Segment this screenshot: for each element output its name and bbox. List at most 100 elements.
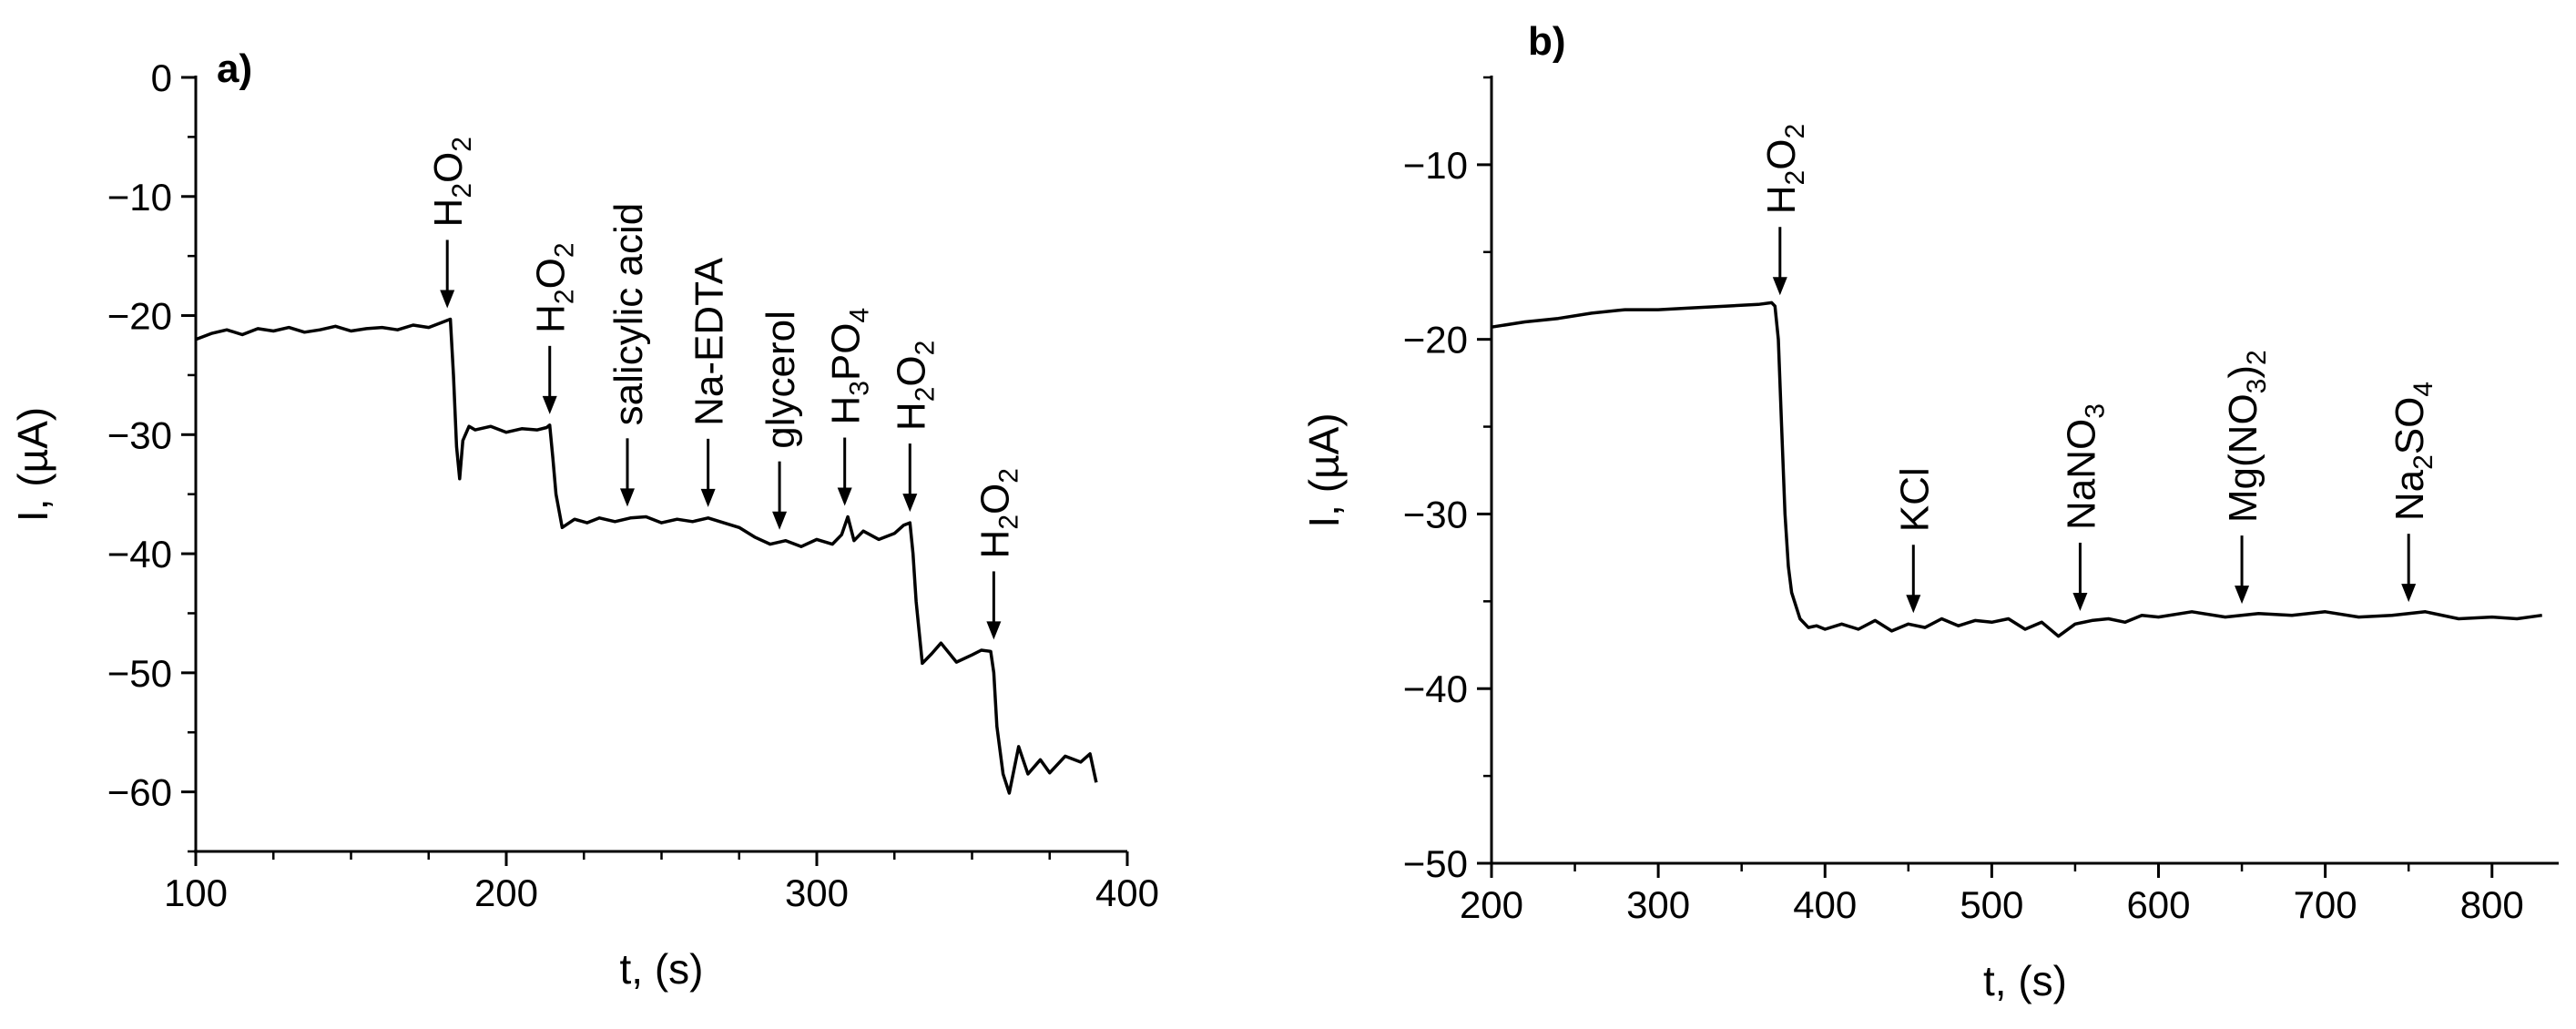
label-text: glycerol xyxy=(759,311,803,449)
arrow-head xyxy=(986,621,1002,640)
annotation-label: H3PO4 xyxy=(824,308,875,425)
y-axis-title: I, (µA) xyxy=(9,407,56,522)
annotation: H2O2 xyxy=(889,341,940,513)
arrow-head xyxy=(1906,595,1921,614)
y-tick-label: −20 xyxy=(107,295,172,338)
x-tick-label: 200 xyxy=(1460,883,1523,926)
x-tick-label: 400 xyxy=(1095,871,1159,914)
annotation-label: glycerol xyxy=(759,311,803,449)
annotation: Na2SO4 xyxy=(2388,382,2439,603)
subscript: 2 xyxy=(993,514,1023,530)
arrow-head xyxy=(2235,586,2250,605)
label-text: H xyxy=(1759,185,1804,214)
arrow-head xyxy=(837,487,852,506)
panel-label: b) xyxy=(1528,19,1566,64)
x-tick-label: 600 xyxy=(2126,883,2190,926)
label-text: NaNO xyxy=(2059,419,2103,530)
y-tick-label: −10 xyxy=(1403,144,1468,187)
y-tick-label: −30 xyxy=(1403,493,1468,535)
annotation-label: H2O2 xyxy=(889,341,940,431)
annotation: H2O2 xyxy=(972,468,1023,640)
label-text: O xyxy=(426,152,471,183)
annotation: H2O2 xyxy=(529,242,580,414)
arrow-head xyxy=(772,511,788,530)
y-tick-label: 0 xyxy=(151,56,172,99)
subscript: 3 xyxy=(845,381,875,396)
subscript: 2 xyxy=(910,387,940,402)
arrow-head xyxy=(619,488,635,507)
arrow-head xyxy=(2401,584,2417,603)
annotation: H2O2 xyxy=(1759,124,1810,296)
y-tick-label: −50 xyxy=(1403,842,1468,885)
label-text: O xyxy=(1759,139,1804,170)
label-text: KCl xyxy=(1892,467,1937,532)
annotation-label: Na-EDTA xyxy=(687,257,732,426)
subscript: 2 xyxy=(2408,454,2439,470)
arrow-head xyxy=(440,290,455,309)
annotation-label: H2O2 xyxy=(1759,124,1810,214)
subscript: 2 xyxy=(550,242,580,258)
y-tick-label: −50 xyxy=(107,652,172,695)
arrow-head xyxy=(2072,592,2088,611)
label-text: O xyxy=(889,355,933,386)
y-tick-label: −40 xyxy=(1403,667,1468,710)
annotation-label: H2O2 xyxy=(426,137,477,227)
annotation: Na-EDTA xyxy=(687,257,732,507)
label-text: Na-EDTA xyxy=(687,257,732,426)
x-tick-label: 500 xyxy=(1960,883,2023,926)
annotation: Mg(NO3)2 xyxy=(2221,350,2272,605)
y-tick-label: −10 xyxy=(107,176,172,219)
panel-label: a) xyxy=(217,46,252,91)
label-text: SO xyxy=(2388,397,2432,455)
annotation-label: salicylic acid xyxy=(606,203,651,426)
y-tick-label: −60 xyxy=(107,771,172,814)
x-tick-label: 700 xyxy=(2294,883,2357,926)
y-axis-title: I, (µA) xyxy=(1300,413,1348,527)
annotation-label: KCl xyxy=(1892,467,1937,532)
label-text: ) xyxy=(2221,365,2265,379)
annotation: KCl xyxy=(1892,467,1937,614)
label-text: H xyxy=(426,199,471,228)
series-line xyxy=(1491,301,2542,638)
annotation-label: Mg(NO3)2 xyxy=(2221,350,2272,523)
y-tick-label: −20 xyxy=(1403,319,1468,362)
x-tick-label: 300 xyxy=(785,871,849,914)
subscript: 2 xyxy=(1780,170,1810,186)
series-line xyxy=(195,317,1098,795)
label-text: salicylic acid xyxy=(606,203,651,426)
label-text: Na xyxy=(2388,469,2432,521)
subscript: 3 xyxy=(2080,403,2110,419)
subscript: 4 xyxy=(845,308,875,323)
label-text: O xyxy=(972,484,1017,514)
subscript: 2 xyxy=(447,183,477,199)
annotation: H2O2 xyxy=(426,137,477,309)
annotation-label: Na2SO4 xyxy=(2388,382,2439,521)
subscript: 2 xyxy=(910,341,940,356)
subscript: 2 xyxy=(550,289,580,304)
label-text: H xyxy=(824,396,869,425)
annotation: NaNO3 xyxy=(2059,403,2110,611)
annotation: H3PO4 xyxy=(824,308,875,506)
label-text: PO xyxy=(824,322,869,381)
annotation: glycerol xyxy=(759,311,803,530)
arrow-head xyxy=(1772,277,1787,296)
x-axis-title: t, (s) xyxy=(620,945,704,993)
label-text: H xyxy=(529,304,574,333)
arrow-head xyxy=(700,488,716,507)
panel-a: 0 −10 −20 −30 −40 −50 −60 100 200 300 400 t, (s) I, … xyxy=(9,46,1159,993)
label-text: O xyxy=(529,258,574,289)
y-tick-label: −40 xyxy=(107,533,172,576)
subscript: 2 xyxy=(1780,124,1810,139)
annotation-label: NaNO3 xyxy=(2059,403,2110,530)
subscript: 2 xyxy=(993,468,1023,484)
x-tick-label: 100 xyxy=(164,871,228,914)
arrow-head xyxy=(902,494,918,513)
subscript: 3 xyxy=(2242,379,2272,394)
x-axis-title: t, (s) xyxy=(1983,957,2067,1004)
annotation-label: H2O2 xyxy=(972,468,1023,558)
x-tick-label: 200 xyxy=(474,871,538,914)
subscript: 2 xyxy=(447,137,477,152)
arrow-head xyxy=(542,395,557,414)
